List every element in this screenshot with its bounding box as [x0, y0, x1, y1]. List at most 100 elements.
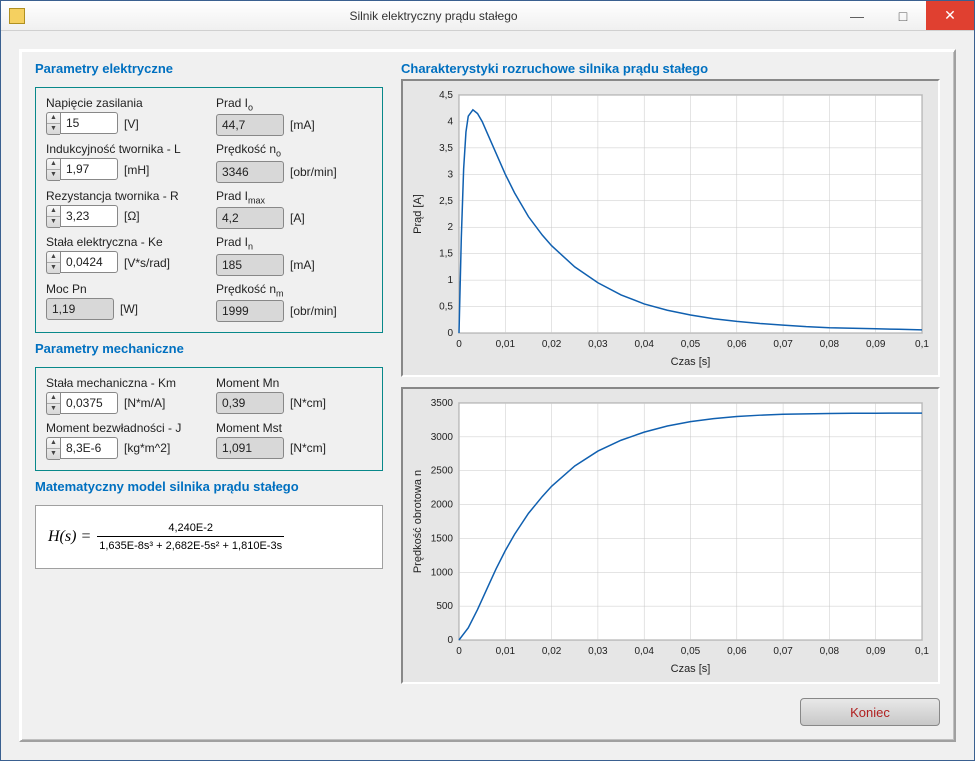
in-label: Prad In — [216, 235, 372, 251]
nap-label: Napięcie zasilania — [46, 96, 202, 110]
math-numerator: 4,240E-2 — [160, 522, 221, 536]
spin-down-icon[interactable]: ▼ — [47, 449, 60, 459]
svg-text:0,05: 0,05 — [681, 646, 701, 657]
svg-text:0,06: 0,06 — [727, 646, 747, 657]
svg-text:3: 3 — [447, 169, 453, 180]
svg-text:0,03: 0,03 — [588, 646, 608, 657]
moc-unit: [W] — [120, 302, 138, 316]
svg-text:0,5: 0,5 — [439, 302, 453, 313]
close-button[interactable]: ✕ — [926, 1, 974, 30]
chart-speed: 00,010,020,030,040,050,060,070,080,090,1… — [401, 387, 940, 684]
svg-text:0,02: 0,02 — [542, 339, 562, 350]
ke-label: Stała elektryczna - Ke — [46, 235, 202, 249]
mn-output — [216, 392, 284, 414]
math-denominator: 1,635E-8s³ + 2,682E-5s² + 1,810E-3s — [97, 536, 284, 552]
nap-unit: [V] — [124, 117, 139, 131]
ke-input[interactable] — [60, 251, 118, 273]
svg-text:0,09: 0,09 — [866, 646, 886, 657]
no-output — [216, 161, 284, 183]
svg-text:2000: 2000 — [431, 500, 454, 511]
nm-unit: [obr/min] — [290, 304, 337, 318]
spin-up-icon[interactable]: ▲ — [47, 206, 60, 217]
main-panel: Parametry elektryczne Napięcie zasilania… — [19, 49, 956, 742]
spin-down-icon[interactable]: ▼ — [47, 404, 60, 414]
svg-text:0,07: 0,07 — [773, 339, 793, 350]
svg-text:0,07: 0,07 — [773, 646, 793, 657]
spin-down-icon[interactable]: ▼ — [47, 124, 60, 134]
imax-output — [216, 207, 284, 229]
window-title: Silnik elektryczny prądu stałego — [33, 9, 834, 23]
svg-text:2: 2 — [447, 222, 453, 233]
spin-down-icon[interactable]: ▼ — [47, 170, 60, 180]
ind-input[interactable] — [60, 158, 118, 180]
spin-up-icon[interactable]: ▲ — [47, 438, 60, 449]
ind-label: Indukcyjność twornika - L — [46, 142, 202, 156]
spin-up-icon[interactable]: ▲ — [47, 393, 60, 404]
svg-text:0,01: 0,01 — [496, 646, 516, 657]
mst-output — [216, 437, 284, 459]
svg-text:3,5: 3,5 — [439, 143, 453, 154]
svg-text:0,08: 0,08 — [820, 339, 840, 350]
j-unit: [kg*m^2] — [124, 441, 170, 455]
koniec-button[interactable]: Koniec — [800, 698, 940, 726]
ind-unit: [mH] — [124, 163, 149, 177]
app-window: Silnik elektryczny prądu stałego — □ ✕ P… — [0, 0, 975, 761]
math-section-title: Matematyczny model silnika prądu stałego — [35, 479, 383, 494]
spin-up-icon[interactable]: ▲ — [47, 252, 60, 263]
svg-text:0,06: 0,06 — [727, 339, 747, 350]
svg-text:0,1: 0,1 — [915, 646, 929, 657]
svg-text:3000: 3000 — [431, 432, 454, 443]
io-output — [216, 114, 284, 136]
j-input[interactable] — [60, 437, 118, 459]
imax-unit: [A] — [290, 211, 305, 225]
chart-section-title: Charakterystyki rozruchowe silnika prądu… — [401, 61, 940, 76]
km-spinner[interactable]: ▲▼ — [46, 392, 118, 415]
km-label: Stała mechaniczna - Km — [46, 376, 202, 390]
j-label: Moment bezwładności - J — [46, 421, 202, 435]
no-unit: [obr/min] — [290, 165, 337, 179]
elec-groupbox: Napięcie zasilania ▲▼ [V] — [35, 87, 383, 333]
math-box: H(s) = 4,240E-2 1,635E-8s³ + 2,682E-5s² … — [35, 505, 383, 569]
ke-unit: [V*s/rad] — [124, 256, 170, 270]
maximize-button[interactable]: □ — [880, 1, 926, 30]
client-area: Parametry elektryczne Napięcie zasilania… — [1, 31, 974, 760]
mn-unit: [N*cm] — [290, 396, 326, 410]
svg-text:1000: 1000 — [431, 567, 454, 578]
mn-label: Moment Mn — [216, 376, 372, 390]
nap-input[interactable] — [60, 112, 118, 134]
minimize-button[interactable]: — — [834, 1, 880, 30]
io-unit: [mA] — [290, 118, 315, 132]
svg-text:0,09: 0,09 — [866, 339, 886, 350]
j-spinner[interactable]: ▲▼ — [46, 437, 118, 460]
svg-text:4: 4 — [447, 116, 453, 127]
svg-text:Czas [s]: Czas [s] — [671, 356, 711, 368]
mst-label: Moment Mst — [216, 421, 372, 435]
spin-down-icon[interactable]: ▼ — [47, 263, 60, 273]
svg-text:1500: 1500 — [431, 533, 454, 544]
elec-section-title: Parametry elektryczne — [35, 61, 383, 76]
in-unit: [mA] — [290, 258, 315, 272]
svg-text:3500: 3500 — [431, 398, 454, 409]
rez-label: Rezystancja twornika - R — [46, 189, 202, 203]
svg-text:0,02: 0,02 — [542, 646, 562, 657]
svg-text:Czas [s]: Czas [s] — [671, 663, 711, 675]
ke-spinner[interactable]: ▲▼ — [46, 251, 118, 274]
svg-text:4,5: 4,5 — [439, 90, 453, 101]
svg-text:0,04: 0,04 — [634, 646, 654, 657]
nm-label: Prędkość nm — [216, 282, 372, 298]
svg-text:0: 0 — [456, 646, 462, 657]
ind-spinner[interactable]: ▲▼ — [46, 158, 118, 181]
spin-up-icon[interactable]: ▲ — [47, 159, 60, 170]
nap-spinner[interactable]: ▲▼ — [46, 112, 118, 135]
svg-text:0,01: 0,01 — [496, 339, 516, 350]
svg-text:0: 0 — [447, 635, 453, 646]
spin-up-icon[interactable]: ▲ — [47, 113, 60, 124]
mech-section-title: Parametry mechaniczne — [35, 341, 383, 356]
mech-groupbox: Stała mechaniczna - Km ▲▼ [N*m/A] — [35, 367, 383, 471]
km-input[interactable] — [60, 392, 118, 414]
math-lhs: H(s) = — [48, 528, 91, 546]
app-icon — [9, 8, 25, 24]
rez-input[interactable] — [60, 205, 118, 227]
rez-spinner[interactable]: ▲▼ — [46, 205, 118, 228]
spin-down-icon[interactable]: ▼ — [47, 217, 60, 227]
